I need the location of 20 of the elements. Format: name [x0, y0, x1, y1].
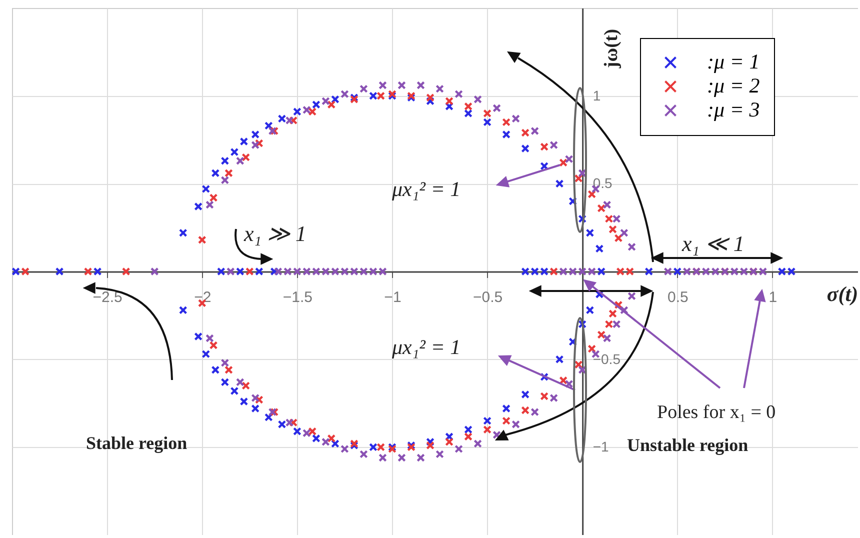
- annotation: μx₁² = 1: [391, 335, 461, 359]
- x-tick-label: −1.5: [282, 289, 312, 306]
- legend-label: :μ = 1: [707, 50, 760, 74]
- annotation: μx₁² = 1: [391, 177, 461, 201]
- annotation: x₁ ≪ 1: [681, 231, 744, 256]
- legend-label: :μ = 3: [707, 98, 760, 122]
- legend-label: :μ = 2: [707, 74, 760, 98]
- y-tick-label: −1: [592, 438, 610, 455]
- annotation: Stable region: [86, 433, 188, 453]
- x-axis-title: σ(t): [826, 282, 858, 306]
- y-tick-label: −0.5: [592, 350, 621, 367]
- y-axis-title: jω(t): [600, 28, 622, 70]
- x-tick-label: −0.5: [472, 289, 503, 306]
- annotation: x₁ ≫ 1: [243, 221, 306, 246]
- y-tick-label: 1: [592, 87, 601, 104]
- annotation: Poles for x₁ = 0: [657, 402, 776, 423]
- x-tick-label: 1: [768, 289, 778, 306]
- x-tick-label: 0.5: [667, 289, 688, 306]
- x-tick-label: −1: [384, 289, 402, 306]
- annotation: Unstable region: [627, 435, 748, 455]
